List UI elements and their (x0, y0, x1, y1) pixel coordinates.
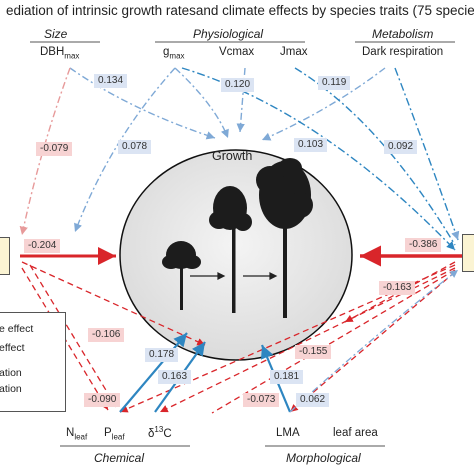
category-morphological: Morphological (286, 451, 361, 465)
category-physiological: Physiological (193, 27, 264, 41)
coef-right-growth: -0.386 (405, 238, 442, 252)
coef-dark-right: 0.092 (384, 140, 418, 154)
gmax-to-left-arrow (74, 67, 176, 233)
tree-large (256, 158, 313, 318)
trait-pleaf: Pleaf (104, 427, 125, 441)
trait-nleaf: Nleaf (66, 427, 87, 441)
gmax-to-right-arrow (181, 67, 456, 251)
lma-to-right-arrow (289, 269, 459, 413)
growth-label: Growth (212, 149, 253, 163)
trait-gmax-sub: max (169, 51, 185, 61)
dark-to-right-arrow (394, 67, 460, 241)
trait-dbhmax-main: DBH (40, 46, 65, 58)
category-chemical: Chemical (94, 451, 145, 465)
coef-gmax-left: 0.078 (118, 140, 152, 154)
coef-gmax-growth: 0.120 (221, 78, 255, 92)
legend-box: e effect effect ation ation (0, 312, 66, 412)
left-to-pleaf-arrow (21, 261, 206, 346)
diagram-title: ediation of intrinsic growth ratesand cl… (6, 3, 474, 18)
trait-d13c-tail: C (163, 427, 172, 440)
tree-small (162, 241, 201, 310)
trait-gmax: gmax (163, 46, 185, 60)
trait-pleaf-sub: leaf (111, 432, 125, 442)
coef-right-lma: -0.073 (243, 393, 280, 407)
legend-line-1: e effect (0, 323, 34, 335)
trait-nleaf-sub: leaf (74, 432, 88, 442)
right-to-d13c-arrow-2 (211, 269, 456, 414)
coef-dbh-left: -0.079 (36, 142, 73, 156)
trait-d13c-main: δ (148, 427, 155, 440)
gmax-to-growth-arrow (174, 67, 229, 139)
dbh-to-left-arrow (19, 67, 71, 236)
coef-lma-right: 0.062 (296, 393, 330, 407)
pleaf-to-growth-arrow (119, 332, 188, 413)
left-to-chemical-arrow (29, 264, 119, 411)
legend-line-3: ation (0, 367, 22, 379)
coef-dark-growth: 0.119 (318, 76, 351, 90)
coef-left-pleaf: -0.090 (84, 393, 121, 407)
trait-d13c: δ13C (148, 425, 172, 440)
coef-jmax-right: 0.103 (294, 138, 328, 152)
trait-nleaf-main: N (66, 427, 75, 439)
legend-line-2: effect (0, 342, 25, 354)
trait-dbhmax-sub: max (64, 51, 80, 61)
coef-dbh-growth: 0.134 (94, 74, 128, 88)
coef-lma-growth: 0.181 (270, 370, 304, 384)
right-climate-box (462, 234, 474, 272)
growth-circle (119, 149, 353, 361)
coef-right-down: -0.163 (379, 281, 416, 295)
trait-leaf-area: leaf area (333, 427, 378, 439)
growth-progress-arrows (190, 272, 278, 280)
trait-jmax: Jmax (280, 46, 308, 58)
trait-lma: LMA (276, 427, 300, 439)
jmax-to-right-arrow (294, 67, 456, 246)
coef-right-d13c: -0.155 (295, 345, 332, 359)
trait-dbhmax: DBHmax (40, 46, 79, 60)
coef-d13c-growth: 0.163 (158, 370, 192, 384)
legend-line-4: ation (0, 383, 22, 395)
trait-dark-respiration: Dark respiration (362, 46, 444, 58)
coef-pleaf-growth: 0.178 (145, 348, 179, 362)
right-to-lma-arrow (289, 271, 456, 413)
trait-d13c-sup: 13 (154, 425, 164, 434)
trait-gmax-main: g (163, 46, 170, 58)
coef-left-growth: -0.204 (24, 239, 61, 253)
trait-vcmax: Vcmax (219, 46, 255, 58)
dark-to-growth-arrow (261, 67, 386, 141)
category-metabolism: Metabolism (372, 27, 434, 41)
dbh-to-growth-arrow (69, 67, 216, 140)
coef-left-nleaf: -0.106 (88, 328, 125, 342)
trait-pleaf-main: P (104, 427, 112, 439)
tree-medium (209, 186, 252, 313)
category-size: Size (44, 27, 68, 41)
left-climate-box (0, 237, 10, 275)
